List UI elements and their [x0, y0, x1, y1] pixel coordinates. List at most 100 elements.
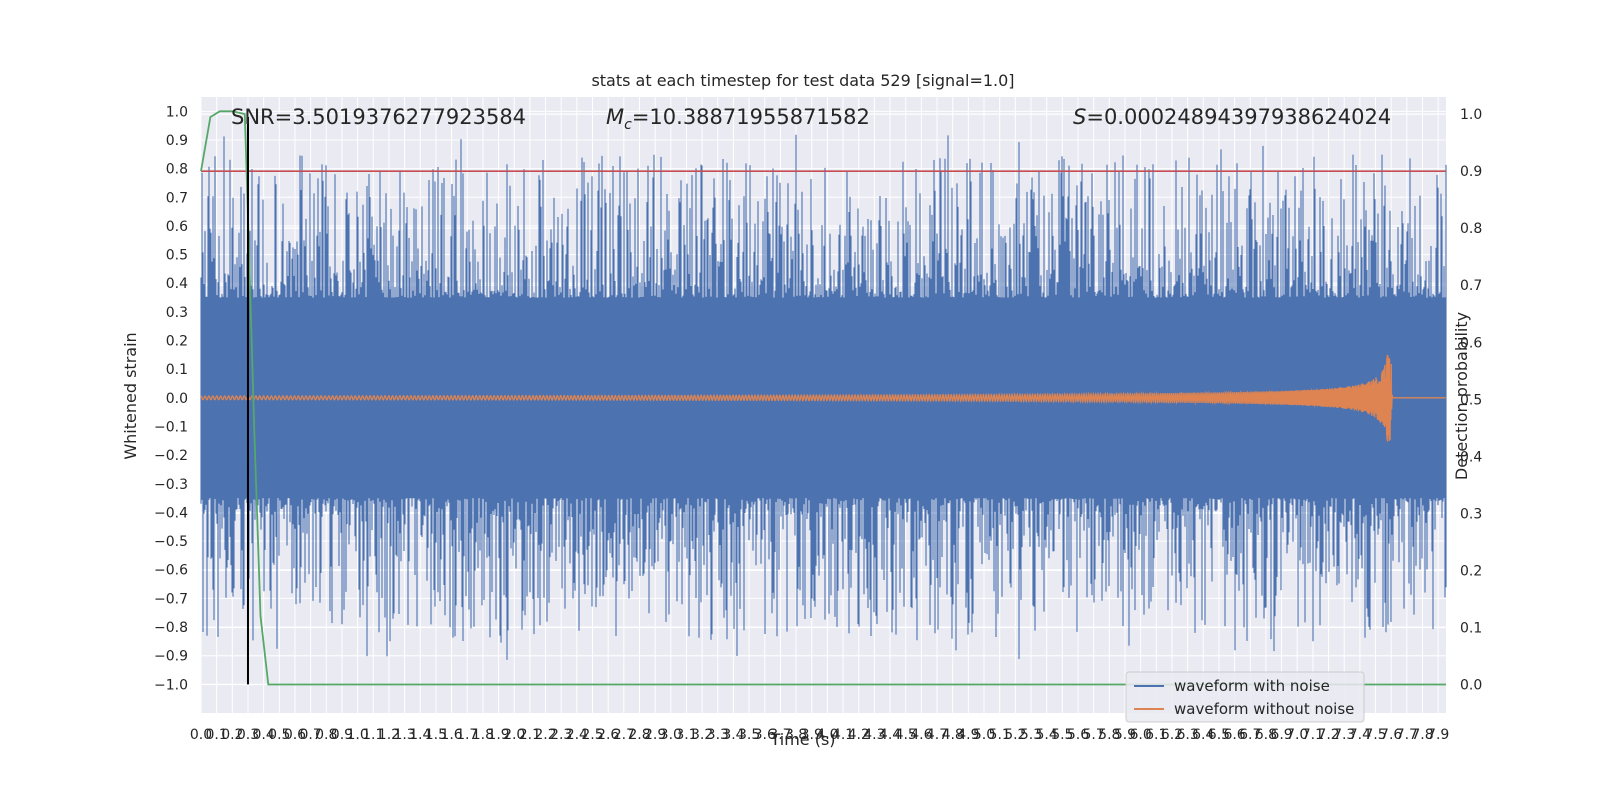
y-tick-label: −1.0	[154, 677, 188, 693]
y-tick-label: 0.1	[166, 362, 188, 378]
y-tick-label: 0.3	[166, 305, 188, 321]
x-tick-label: 6.3	[1176, 727, 1198, 743]
x-tick-label: 2.5	[581, 727, 603, 743]
x-tick-labels: 0.00.10.20.30.40.50.60.70.80.91.01.11.21…	[190, 727, 1449, 743]
x-tick-label: 0.5	[268, 727, 290, 743]
y-tick-label: 0.2	[166, 334, 188, 350]
x-tick-label: 3.9	[801, 727, 823, 743]
waveform-without-noise-series	[200, 354, 1446, 442]
y-tick-label: 0.8	[166, 162, 188, 178]
x-tick-label: 4.2	[848, 727, 870, 743]
x-tick-label: 5.1	[989, 727, 1011, 743]
x-tick-label: 6.1	[1145, 727, 1167, 743]
x-tick-label: 6.7	[1239, 727, 1261, 743]
x-tick-label: 2.3	[550, 727, 572, 743]
x-tick-label: 6.8	[1255, 727, 1277, 743]
x-tick-label: 0.2	[221, 727, 243, 743]
chirp-mass-annotation: Mc=10.38871955871582	[606, 105, 870, 133]
x-tick-label: 7.6	[1380, 727, 1402, 743]
x-tick-label: 0.0	[190, 727, 212, 743]
y-tick-label: −0.8	[154, 620, 188, 636]
x-tick-label: 4.3	[863, 727, 885, 743]
x-tick-label: 7.9	[1427, 727, 1449, 743]
x-tick-label: 7.8	[1411, 727, 1433, 743]
x-tick-label: 3.2	[691, 727, 713, 743]
s-annotation: S=0.00024894397938624024	[1073, 105, 1391, 129]
y-tick-label: 0.5	[166, 248, 188, 264]
x-tick-label: 7.3	[1333, 727, 1355, 743]
y-tick-label: −0.1	[154, 419, 188, 435]
y-tick-label: 1.0	[166, 104, 188, 120]
x-tick-label: 7.0	[1286, 727, 1308, 743]
right-tick-label: 0.1	[1460, 620, 1482, 636]
x-tick-label: 0.6	[284, 727, 306, 743]
x-tick-label: 5.3	[1020, 727, 1042, 743]
right-tick-label: 0.7	[1460, 278, 1482, 294]
x-tick-label: 0.4	[253, 727, 275, 743]
x-tick-label: 2.9	[644, 727, 666, 743]
x-tick-label: 4.5	[895, 727, 917, 743]
y-tick-label: 0.4	[166, 276, 188, 292]
legend-label-clean: waveform without noise	[1174, 700, 1354, 718]
x-tick-label: 1.2	[378, 727, 400, 743]
x-tick-label: 1.6	[440, 727, 462, 743]
x-tick-label: 5.5	[1051, 727, 1073, 743]
x-tick-label: 4.6	[910, 727, 932, 743]
x-tick-label: 1.0	[346, 727, 368, 743]
x-tick-label: 4.1	[832, 727, 854, 743]
right-tick-label: 0.0	[1460, 677, 1482, 693]
y-tick-label: −0.2	[154, 448, 188, 464]
x-tick-label: 6.2	[1161, 727, 1183, 743]
right-axis-label: Detection probability	[1452, 312, 1471, 480]
x-tick-label: 6.9	[1270, 727, 1292, 743]
y-tick-label: 0.9	[166, 133, 188, 149]
x-tick-label: 3.7	[769, 727, 791, 743]
x-tick-label: 2.0	[503, 727, 525, 743]
x-tick-label: 5.6	[1067, 727, 1089, 743]
detection-probability-series	[200, 110, 1446, 686]
x-tick-label: 2.1	[519, 727, 541, 743]
x-tick-label: 2.2	[534, 727, 556, 743]
x-tick-label: 0.9	[331, 727, 353, 743]
x-tick-label: 1.5	[425, 727, 447, 743]
y-tick-label: −0.9	[154, 649, 188, 665]
x-tick-label: 7.2	[1317, 727, 1339, 743]
x-axis-label: Time (s)	[769, 730, 835, 749]
right-tick-label: 0.6	[1460, 335, 1482, 351]
x-tick-label: 6.4	[1192, 727, 1214, 743]
x-tick-label: 6.6	[1223, 727, 1245, 743]
x-tick-label: 3.5	[738, 727, 760, 743]
x-tick-label: 6.5	[1208, 727, 1230, 743]
x-tick-label: 2.7	[613, 727, 635, 743]
right-tick-label: 0.5	[1460, 392, 1482, 408]
x-tick-label: 2.6	[597, 727, 619, 743]
y-tick-label: 0.0	[166, 391, 188, 407]
x-tick-label: 5.4	[1036, 727, 1058, 743]
x-tick-label: 2.4	[566, 727, 588, 743]
x-tick-label: 5.7	[1083, 727, 1105, 743]
x-tick-label: 1.9	[487, 727, 509, 743]
legend-label-noise: waveform with noise	[1174, 677, 1330, 695]
x-tick-label: 1.4	[409, 727, 431, 743]
y-tick-label: 0.6	[166, 219, 188, 235]
y-tick-label: −0.5	[154, 534, 188, 550]
x-tick-label: 7.7	[1396, 727, 1418, 743]
x-tick-label: 3.1	[675, 727, 697, 743]
right-tick-label: 0.8	[1460, 221, 1482, 237]
x-tick-label: 4.7	[926, 727, 948, 743]
x-tick-label: 5.2	[1004, 727, 1026, 743]
x-tick-label: 3.0	[660, 727, 682, 743]
x-tick-label: 1.7	[456, 727, 478, 743]
x-tick-label: 5.0	[973, 727, 995, 743]
right-tick-label: 0.9	[1460, 164, 1482, 180]
y-tick-labels: 1.0 0.9 0.8 0.7 0.6 0.5 0.4 0.3 0.2 0.1 0.0 −0.1 −0.…	[154, 104, 188, 693]
x-tick-label: 7.4	[1349, 727, 1371, 743]
x-tick-label: 4.9	[957, 727, 979, 743]
x-tick-label: 2.8	[628, 727, 650, 743]
right-tick-labels: 1.0 0.9 0.8 0.7 0.6 0.5 0.4 0.3 0.2 0.1 0.0	[1460, 107, 1482, 693]
x-tick-label: 0.7	[299, 727, 321, 743]
x-tick-label: 3.4	[722, 727, 744, 743]
x-tick-label: 6.0	[1129, 727, 1151, 743]
x-tick-label: 4.8	[942, 727, 964, 743]
